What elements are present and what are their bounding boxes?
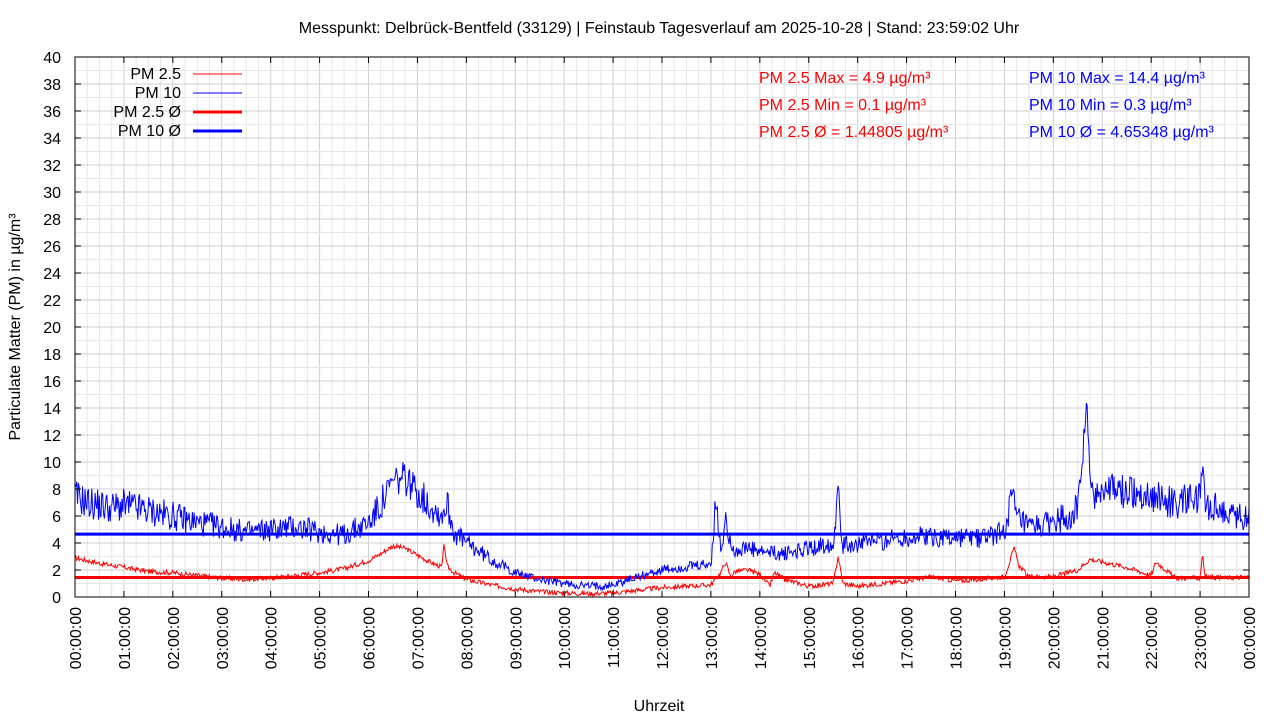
y-axis-label: Particulate Matter (PM) in µg/m³ bbox=[7, 213, 24, 441]
y-tick-label: 28 bbox=[43, 212, 61, 229]
series-lines bbox=[74, 402, 1250, 598]
stat-pm25: PM 2.5 Ø = 1.44805 µg/m³ bbox=[759, 124, 949, 141]
series-line-pm10 bbox=[74, 402, 1250, 592]
y-tick-label: 4 bbox=[52, 536, 61, 553]
x-tick-label: 15:00:00 bbox=[802, 607, 819, 669]
x-tick-label: 20:00:00 bbox=[1046, 607, 1063, 669]
y-tick-label: 14 bbox=[43, 401, 61, 418]
y-tick-label: 6 bbox=[52, 509, 61, 526]
stat-pm10: PM 10 Min = 0.3 µg/m³ bbox=[1029, 97, 1192, 114]
stat-pm25: PM 2.5 Min = 0.1 µg/m³ bbox=[759, 97, 927, 114]
series-line-pm25 bbox=[74, 542, 1250, 598]
x-tick-label: 00:00:00 bbox=[1242, 607, 1259, 669]
stat-pm10: PM 10 Max = 14.4 µg/m³ bbox=[1029, 70, 1206, 87]
y-tick-label: 20 bbox=[43, 320, 61, 337]
y-tick-label: 34 bbox=[43, 131, 61, 148]
y-tick-label: 18 bbox=[43, 347, 61, 364]
x-tick-label: 16:00:00 bbox=[851, 607, 868, 669]
x-tick-label: 03:00:00 bbox=[215, 607, 232, 669]
x-tick-label: 14:00:00 bbox=[753, 607, 770, 669]
x-tick-label: 10:00:00 bbox=[557, 607, 574, 669]
y-tick-label: 16 bbox=[43, 374, 61, 391]
x-tick-label: 12:00:00 bbox=[655, 607, 672, 669]
x-tick-label: 01:00:00 bbox=[117, 607, 134, 669]
x-tick-label: 04:00:00 bbox=[264, 607, 281, 669]
legend: PM 2.5 PM 10 PM 2.5 Ø PM 10 Ø bbox=[113, 66, 242, 140]
y-tick-label: 0 bbox=[52, 590, 61, 607]
legend-label: PM 10 Ø bbox=[118, 123, 181, 140]
y-tick-label: 8 bbox=[52, 482, 61, 499]
y-tick-label: 38 bbox=[43, 77, 61, 94]
stats-annotations: PM 2.5 Max = 4.9 µg/m³ PM 2.5 Min = 0.1 µ… bbox=[759, 70, 1215, 141]
x-tick-label: 07:00:00 bbox=[410, 607, 427, 669]
x-tick-label: 22:00:00 bbox=[1144, 607, 1161, 669]
x-axis-label: Uhrzeit bbox=[634, 698, 685, 715]
legend-label: PM 10 bbox=[135, 85, 181, 102]
x-tick-label: 05:00:00 bbox=[313, 607, 330, 669]
stat-pm10: PM 10 Ø = 4.65348 µg/m³ bbox=[1029, 124, 1215, 141]
x-tick-label: 06:00:00 bbox=[362, 607, 379, 669]
y-tick-label: 36 bbox=[43, 104, 61, 121]
x-tick-label: 21:00:00 bbox=[1095, 607, 1112, 669]
y-tick-label: 26 bbox=[43, 239, 61, 256]
stat-pm25: PM 2.5 Max = 4.9 µg/m³ bbox=[759, 70, 931, 87]
x-tick-label: 02:00:00 bbox=[166, 607, 183, 669]
x-tick-label: 18:00:00 bbox=[949, 607, 966, 669]
y-tick-label: 32 bbox=[43, 158, 61, 175]
x-axis-ticks: 00:00:00 01:00:00 02:00:00 03:00:00 04:00:00… bbox=[68, 57, 1259, 669]
x-tick-label: 00:00:00 bbox=[68, 607, 85, 669]
x-tick-label: 09:00:00 bbox=[508, 607, 525, 669]
x-tick-label: 11:00:00 bbox=[606, 607, 623, 668]
y-tick-label: 30 bbox=[43, 185, 61, 202]
x-tick-label: 19:00:00 bbox=[997, 607, 1014, 669]
legend-label: PM 2.5 Ø bbox=[113, 104, 181, 121]
y-tick-label: 22 bbox=[43, 293, 61, 310]
y-tick-label: 10 bbox=[43, 455, 61, 472]
y-tick-label: 40 bbox=[43, 50, 61, 67]
legend-label: PM 2.5 bbox=[130, 66, 181, 83]
y-tick-label: 24 bbox=[43, 266, 61, 283]
y-tick-label: 12 bbox=[43, 428, 61, 445]
chart-title: Messpunkt: Delbrück-Bentfeld (33129) | F… bbox=[299, 20, 1020, 37]
x-tick-label: 23:00:00 bbox=[1193, 607, 1210, 669]
x-tick-label: 08:00:00 bbox=[459, 607, 476, 669]
x-tick-label: 17:00:00 bbox=[900, 607, 917, 669]
x-tick-label: 13:00:00 bbox=[704, 607, 721, 669]
y-tick-label: 2 bbox=[52, 563, 61, 580]
